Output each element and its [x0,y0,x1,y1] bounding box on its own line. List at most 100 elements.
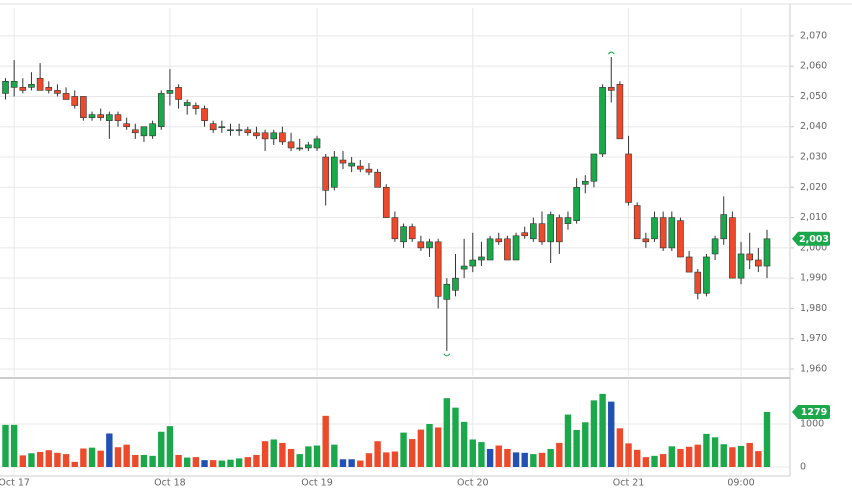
candle-body [106,114,113,121]
volume-bar [651,455,658,468]
volume-bar [409,439,416,468]
volume-tick-label: 0 [800,462,806,473]
volume-bar [659,454,667,468]
candle-body [521,232,529,237]
volume-bar [625,443,632,468]
candle-body [694,271,702,294]
candle-body [140,126,148,137]
volume-bar [746,442,753,468]
volume-bar [244,457,251,468]
volume-bar [703,433,710,468]
candle-body [227,129,234,132]
candle-body [746,253,753,261]
low-marker [443,353,451,357]
candle-body [80,96,87,118]
candle-body [685,256,693,273]
volume-bar [2,424,9,468]
volume-bar [556,442,563,468]
high-marker [607,51,615,55]
volume-bar [469,439,476,468]
x-tick-label: Oct 19 [301,478,333,489]
volume-bar [175,454,182,468]
volume-bar [339,459,347,468]
volume-bar [495,445,502,468]
candle-body [651,217,658,240]
volume-bar [763,412,771,468]
candle-body [253,132,260,137]
candle-body [417,241,425,249]
y-tick-label: 1,960 [800,364,827,375]
volume-bar [512,452,520,468]
volume-bar [608,401,615,468]
volume-bar [54,452,61,468]
candle-body [434,241,442,297]
volume-bar [348,459,355,468]
volume-bar [313,445,321,468]
candle-body [607,87,615,91]
volume-bar [564,414,572,468]
candle-body [599,87,606,155]
volume-bar [616,428,624,468]
volume-bar [521,452,528,468]
y-tick-label: 2,060 [800,61,827,72]
candle-body [10,80,18,88]
candle-body [478,256,485,261]
y-tick-label: 2,050 [800,91,827,102]
candle-body [244,129,252,134]
volume-bar [677,448,684,468]
last-volume-label: 1279 [801,407,827,418]
volume-bar [391,451,399,468]
candle-body [504,238,511,261]
volume-bar [166,426,174,468]
volume-bar [478,442,485,468]
volume-bar [711,437,719,468]
volume-bar [80,448,87,468]
candle-body [305,144,312,149]
volume-bar [218,460,226,468]
volume-bar [287,448,295,468]
candle-body [625,153,632,203]
candle-body [123,123,130,128]
volume-bar [694,444,701,468]
volume-bar [184,457,191,468]
volume-bar [270,439,277,468]
y-tick-label: 2,040 [800,121,827,132]
candle-body [62,93,70,100]
volume-bar [305,446,312,468]
y-tick-label: 1,990 [800,273,827,284]
candle-body [36,77,44,91]
volume-bar [114,447,122,468]
volume-bar [720,444,727,468]
candle-body [331,156,338,188]
volume-bar [400,432,407,468]
candle-body [192,105,200,109]
candle-body [729,217,736,279]
candle-body [538,223,546,243]
y-tick-label: 1,980 [800,303,827,314]
volume-bar [227,459,234,468]
y-tick-label: 2,010 [800,212,827,223]
candle-body [209,123,217,131]
candle-body [322,156,329,191]
volume-bar [486,448,494,468]
last-price-label: 2,003 [799,234,829,245]
volume-bar [123,444,130,468]
volume-bar [383,452,390,468]
volume-bar [36,451,44,468]
candle-body [54,90,61,94]
candle-body [512,235,520,261]
volume-bar [599,393,606,468]
volume-bar [28,453,35,468]
volume-bar [253,454,260,468]
volume-bar [729,447,736,468]
candle-body [365,168,373,173]
volume-bar [209,460,217,468]
volume-bar [668,446,676,468]
candle-body [616,84,624,140]
volume-bar [357,460,364,468]
candle-body [356,165,364,170]
y-tick-label: 2,000 [800,242,827,253]
volume-bar [62,454,70,468]
volume-bar [140,454,148,468]
